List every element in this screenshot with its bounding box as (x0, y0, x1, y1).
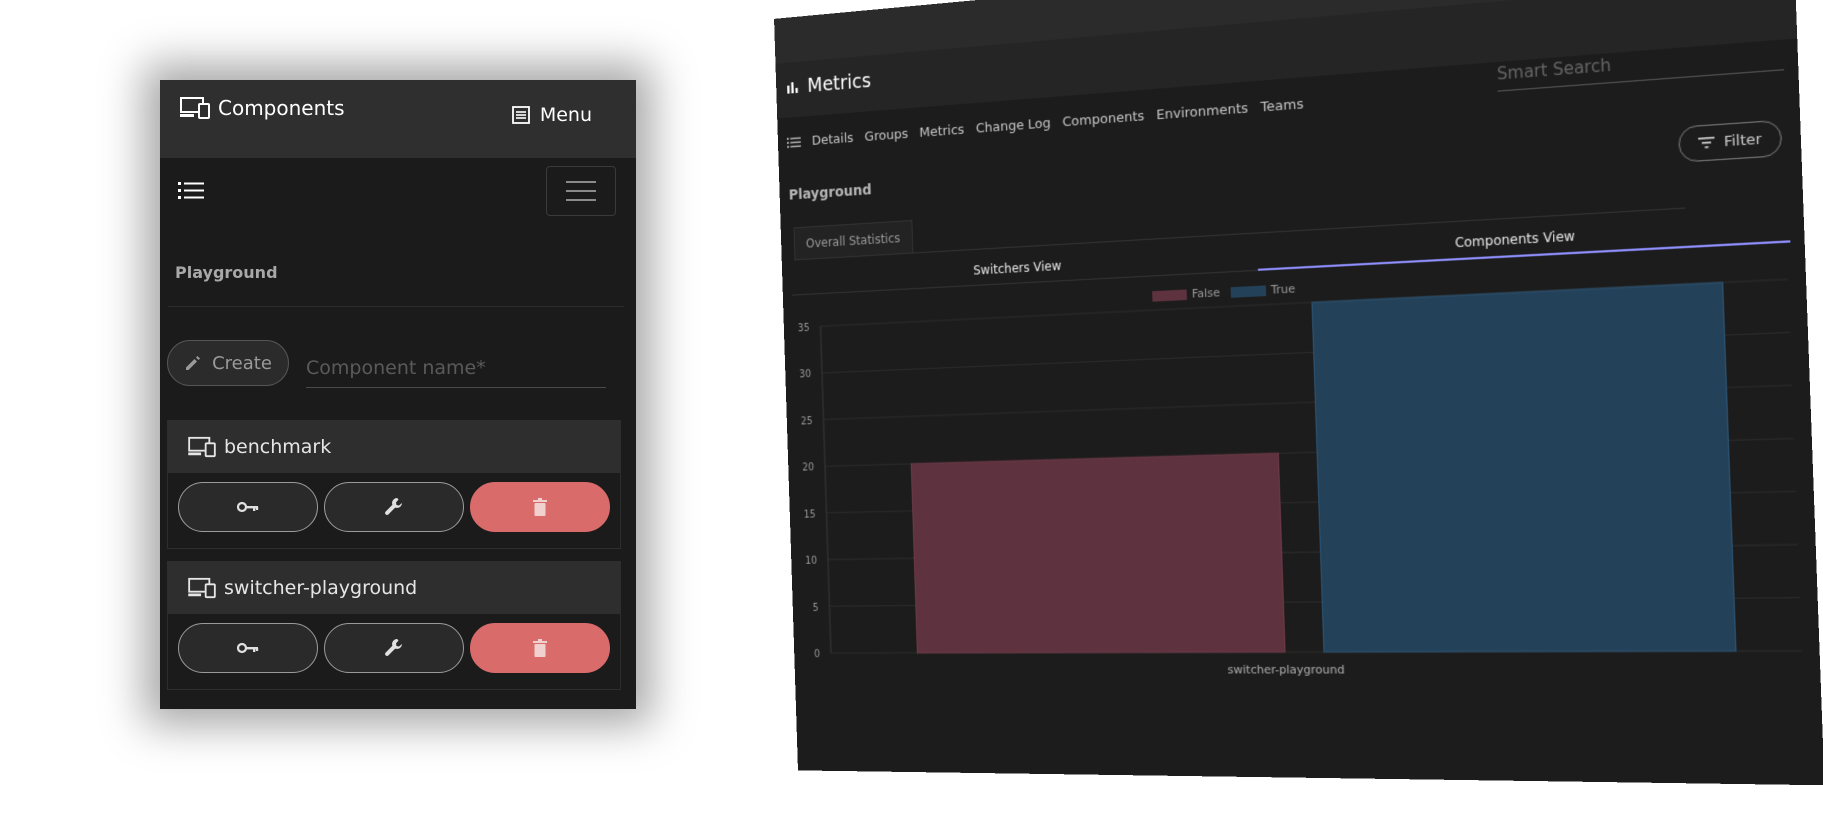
key-icon (237, 642, 259, 654)
menu-list-icon (511, 106, 530, 124)
list-icon[interactable] (178, 180, 204, 202)
tab-metrics[interactable]: Metrics (919, 122, 965, 141)
key-button[interactable] (178, 482, 318, 532)
y-tick-label: 30 (799, 369, 811, 381)
component-actions (168, 473, 620, 541)
component-actions (168, 614, 620, 682)
trash-icon (533, 498, 547, 516)
create-button[interactable]: Create (167, 340, 289, 386)
filter-button[interactable]: Filter (1677, 119, 1783, 163)
delete-button[interactable] (470, 623, 610, 673)
y-axis (821, 326, 831, 653)
y-tick-label: 35 (798, 323, 810, 335)
brand-label: Components (218, 96, 345, 120)
y-tick-label: 20 (802, 462, 814, 473)
filter-label: Filter (1723, 130, 1763, 151)
metrics-title: Metrics (806, 69, 872, 98)
y-tick-label: 5 (812, 602, 818, 613)
key-button[interactable] (178, 623, 318, 673)
devices-icon (180, 97, 210, 119)
component-card-header[interactable]: switcher-playground (168, 562, 620, 614)
trash-icon (533, 639, 547, 657)
metrics-section-title: Playground (788, 182, 872, 204)
list-icon (786, 137, 801, 148)
hamburger-bar (566, 181, 596, 183)
wrench-icon (385, 639, 402, 656)
bar-true (1312, 282, 1736, 652)
create-label: Create (212, 352, 272, 374)
mobile-header: Components Menu (160, 80, 636, 158)
metrics-window: Menu Metrics D (774, 0, 1823, 786)
divider (168, 306, 624, 307)
metrics-titlebar: Metrics (775, 0, 1798, 119)
y-tick-label: 15 (804, 509, 816, 520)
y-tick-label: 0 (814, 649, 820, 660)
component-name-input[interactable] (306, 348, 606, 388)
component-card: benchmark (167, 420, 621, 549)
metrics-tabs: Details Groups Metrics Change Log Compon… (786, 96, 1304, 151)
tab-change-log[interactable]: Change Log (975, 115, 1051, 137)
menu-button[interactable]: Menu (511, 104, 592, 126)
x-tick-label: switcher-playground (1227, 663, 1344, 677)
component-card-header[interactable]: benchmark (168, 421, 620, 473)
tab-teams[interactable]: Teams (1260, 96, 1304, 116)
section-title: Playground (175, 263, 278, 282)
component-name: benchmark (224, 436, 332, 458)
tab-details[interactable]: Details (811, 130, 854, 149)
bar-chart-icon (787, 82, 798, 94)
y-tick-label: 10 (805, 556, 817, 567)
bar-false (911, 453, 1285, 653)
filter-icon (1697, 136, 1715, 149)
component-card: switcher-playground (167, 561, 621, 690)
metrics-brand[interactable]: Metrics (787, 69, 872, 99)
wrench-icon (385, 498, 402, 515)
mobile-nav (160, 158, 636, 228)
hamburger-bar (566, 199, 596, 201)
tab-groups[interactable]: Groups (864, 126, 909, 146)
bar-chart: 0 5 10 15 20 25 30 35 switcher-playground (798, 267, 1822, 677)
settings-button[interactable] (324, 623, 464, 673)
mobile-panel: Components Menu (160, 80, 636, 709)
tab-components[interactable]: Components (1062, 108, 1145, 131)
y-tick-label: 25 (801, 416, 813, 428)
hamburger-bar (566, 190, 596, 192)
settings-button[interactable] (324, 482, 464, 532)
pencil-icon (186, 356, 201, 370)
menu-label: Menu (539, 104, 592, 126)
hamburger-button[interactable] (546, 166, 616, 216)
tab-environments[interactable]: Environments (1156, 100, 1249, 124)
key-icon (237, 501, 259, 513)
delete-button[interactable] (470, 482, 610, 532)
component-name: switcher-playground (224, 577, 418, 599)
devices-icon (188, 436, 216, 458)
brand[interactable]: Components (180, 96, 345, 120)
devices-icon (188, 577, 216, 599)
